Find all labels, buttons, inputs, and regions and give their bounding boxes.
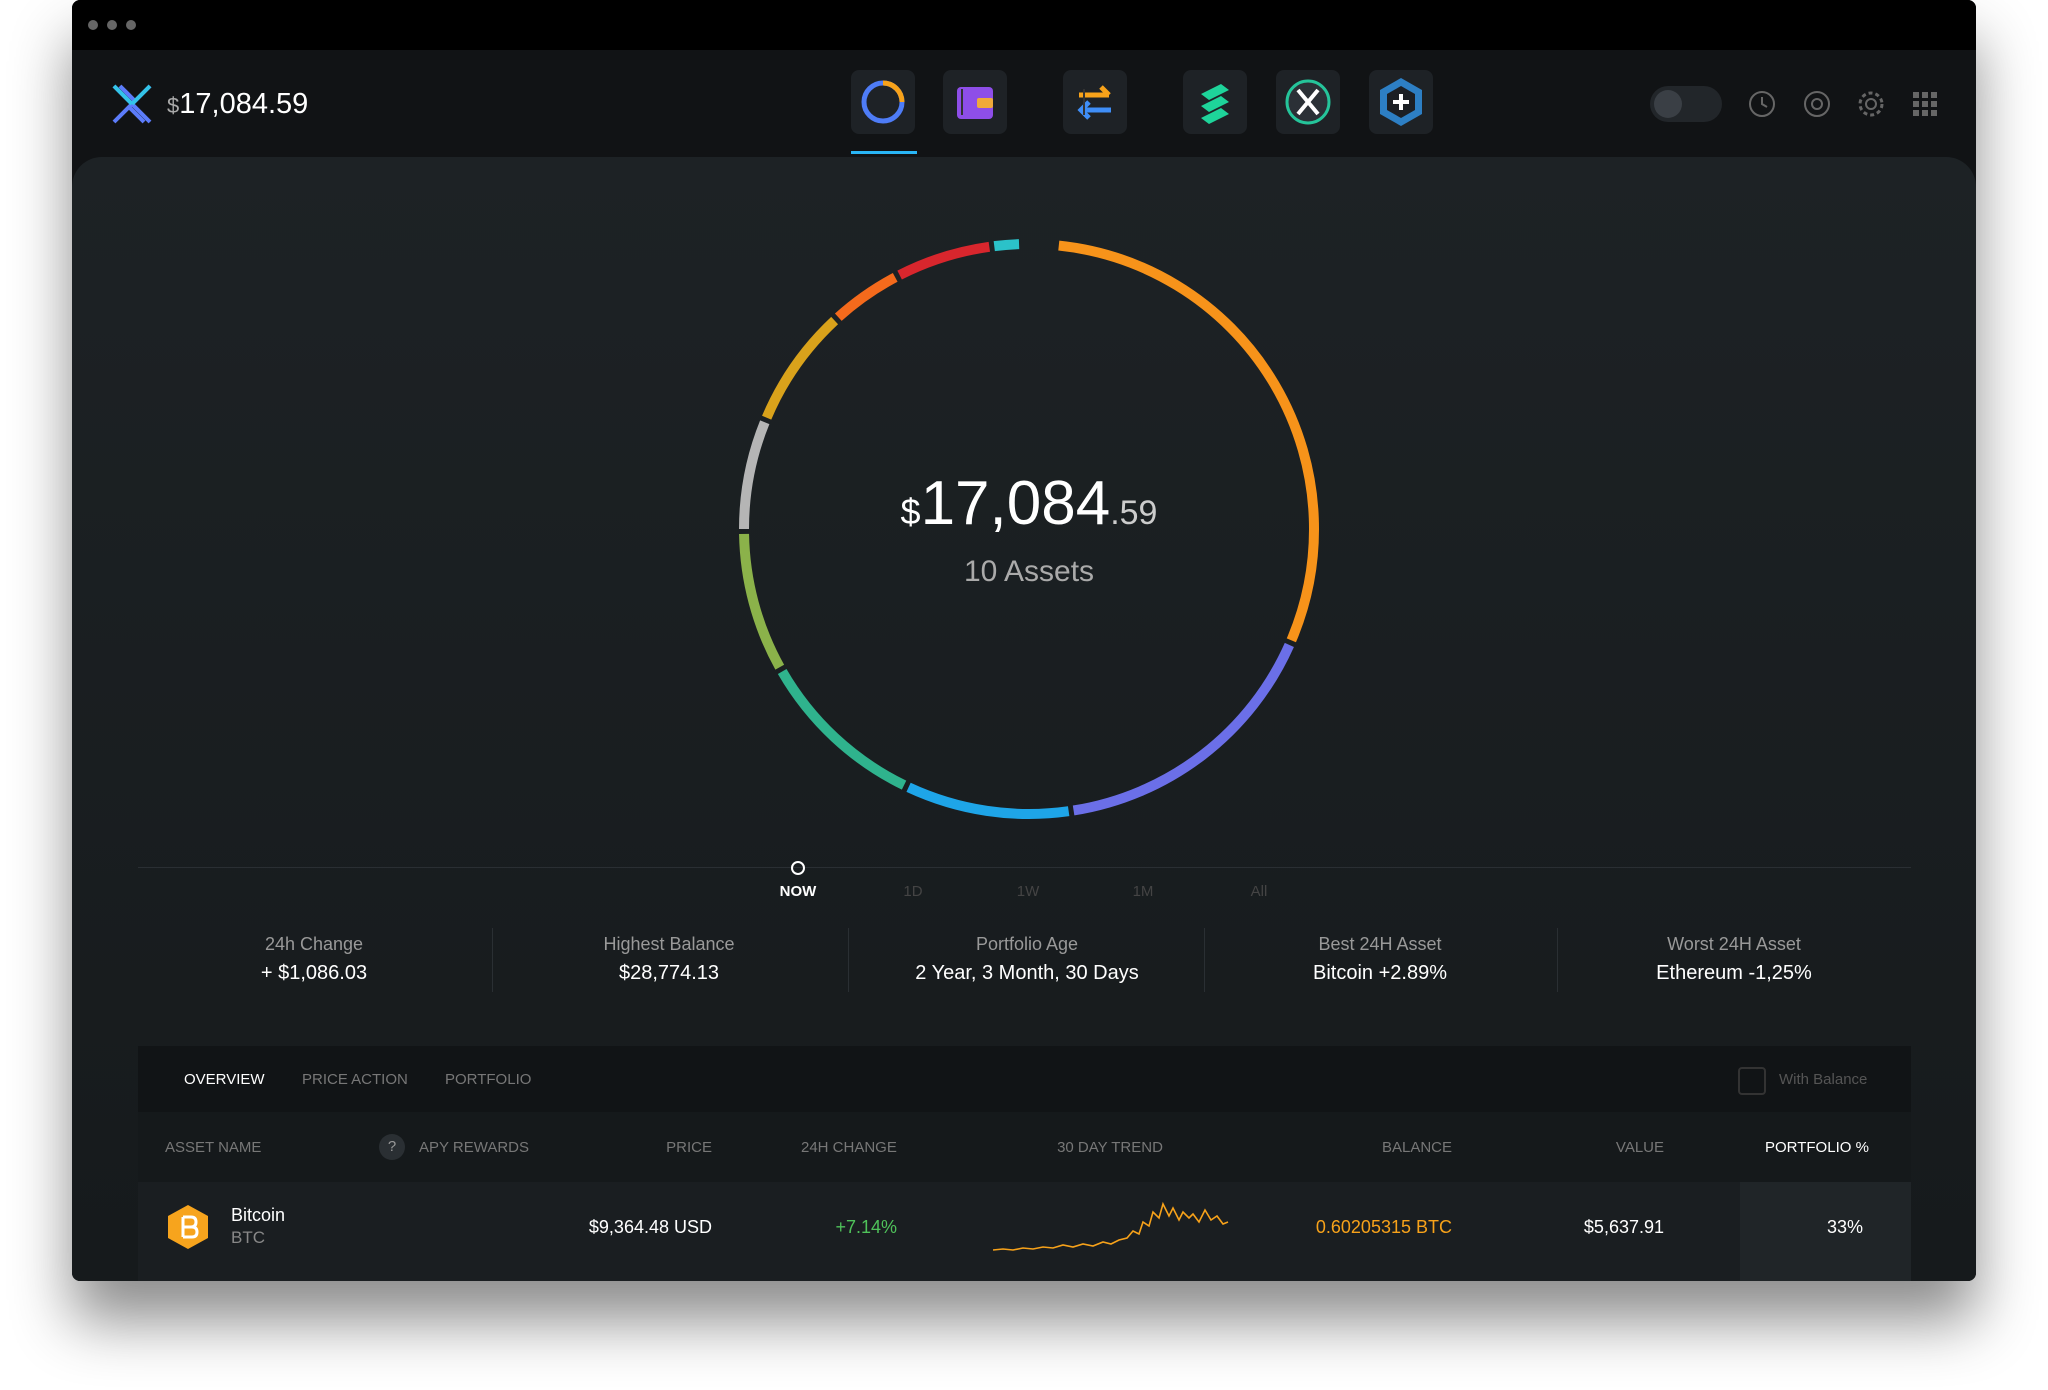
nav-portfolio[interactable]: [851, 70, 915, 134]
donut-segment: [1072, 642, 1294, 816]
balance: 0.60205315 BTC: [1315, 1217, 1452, 1237]
timeline-marker: [791, 861, 805, 875]
stat-label: Worst 24H Asset: [1667, 934, 1801, 954]
timeline-option[interactable]: 1M: [1132, 883, 1154, 900]
column-header[interactable]: 24H CHANGE: [801, 1139, 897, 1156]
column-header[interactable]: ASSET NAME: [165, 1139, 262, 1156]
stat-value: + $1,086.03: [260, 962, 368, 984]
donut-segment: [834, 272, 898, 321]
column-header[interactable]: PORTFOLIO %: [1765, 1139, 1869, 1156]
asset-ticker: BTC: [231, 1228, 265, 1247]
nav-wallet[interactable]: [943, 70, 1007, 134]
stat-label: Highest Balance: [603, 934, 735, 954]
tab[interactable]: PRICE ACTION: [302, 1071, 408, 1088]
timeline-option[interactable]: NOW: [779, 883, 817, 900]
timeline-option[interactable]: 1W: [1016, 883, 1040, 900]
stat-value: Ethereum -1,25%: [1656, 962, 1812, 984]
apps-icon[interactable]: [1907, 86, 1943, 122]
support-icon[interactable]: [1799, 86, 1835, 122]
stat-label: 24h Change: [264, 934, 364, 954]
nav-add-app[interactable]: [1369, 70, 1433, 134]
toggle-knob: [1654, 90, 1682, 118]
asset-name: Bitcoin: [231, 1205, 286, 1225]
icon: [1285, 79, 1331, 125]
nav-exchange[interactable]: [1063, 70, 1127, 134]
whole: 17,084: [920, 469, 1111, 538]
balance: 17,084.59: [179, 88, 309, 120]
donut-segment: [739, 420, 770, 530]
portfolio-donut: [739, 239, 1319, 819]
donut-segment: [906, 782, 1070, 819]
divider: [1083, 89, 1085, 115]
nav-app[interactable]: [1183, 70, 1247, 134]
value: $5,637.91: [1583, 1217, 1664, 1237]
app-window: $17,084.59 $17,084.59 10 Assets With Bal…: [72, 0, 1976, 1281]
header-balance: $17,084.59: [167, 88, 308, 121]
icon: [861, 80, 905, 124]
window-dot[interactable]: [126, 20, 136, 30]
logo[interactable]: [110, 82, 154, 126]
help-icon[interactable]: ?: [379, 1134, 405, 1160]
window-dot[interactable]: [107, 20, 117, 30]
column-header[interactable]: VALUE: [1615, 1139, 1664, 1156]
stat-value: $28,774.13: [618, 962, 720, 984]
currency: $: [167, 93, 180, 118]
stat-divider: [491, 928, 493, 992]
icon: [1380, 78, 1422, 126]
timeline-option[interactable]: All: [1250, 883, 1268, 900]
currency: $: [900, 491, 921, 532]
stat-divider: [1203, 928, 1205, 992]
stat-divider: [848, 928, 849, 992]
title-bar: [72, 0, 1976, 50]
stat-value: 2 Year, 3 Month, 30 Days: [915, 962, 1139, 984]
lock-toggle[interactable]: [1650, 86, 1722, 122]
history-icon[interactable]: [1744, 86, 1780, 122]
column-header[interactable]: APY REWARDS: [419, 1139, 530, 1156]
portfolio-share: 33%: [1826, 1217, 1863, 1237]
checkbox[interactable]: [1738, 1067, 1766, 1095]
donut-segment: [897, 241, 991, 280]
donut-segment: [777, 668, 907, 790]
stat-value: Bitcoin +2.89%: [1313, 962, 1447, 984]
change: +7.14%: [835, 1217, 897, 1237]
column-header[interactable]: BALANCE: [1381, 1139, 1452, 1156]
total-balance: $17,084.59: [901, 468, 1158, 539]
price: $9,364.48 USD: [588, 1217, 712, 1237]
nav-app[interactable]: [1276, 70, 1340, 134]
icon: [957, 87, 993, 119]
stat-label: Portfolio Age: [975, 934, 1079, 954]
icon: [1201, 84, 1229, 124]
divider: [961, 89, 963, 115]
asset-count: 10 Assets: [963, 555, 1095, 588]
timeline-option[interactable]: 1D: [903, 883, 923, 900]
stat-label: Best 24H Asset: [1318, 934, 1442, 954]
donut-segment: [739, 533, 785, 670]
cents: .59: [1110, 494, 1158, 532]
donut-segment: [762, 316, 839, 420]
donut-segment: [993, 239, 1020, 252]
tab[interactable]: PORTFOLIO: [445, 1071, 532, 1088]
portfolio-cell: [1740, 1182, 1911, 1281]
trend-sparkline: [993, 1201, 1229, 1251]
tab[interactable]: OVERVIEW: [184, 1071, 265, 1088]
column-header[interactable]: PRICE: [666, 1139, 712, 1156]
table-header: [138, 1112, 1911, 1182]
window-dot[interactable]: [88, 20, 98, 30]
stat-divider: [1557, 928, 1558, 992]
settings-icon[interactable]: [1853, 86, 1889, 122]
separator: [138, 867, 1911, 868]
donut-segment: [1058, 240, 1319, 643]
column-header: 30 DAY TREND: [1057, 1139, 1163, 1156]
active-underline: [851, 151, 917, 154]
table-row[interactable]: [138, 1182, 1911, 1281]
filter-label: With Balance: [1779, 1071, 1868, 1088]
bitcoin-icon: [168, 1205, 208, 1249]
